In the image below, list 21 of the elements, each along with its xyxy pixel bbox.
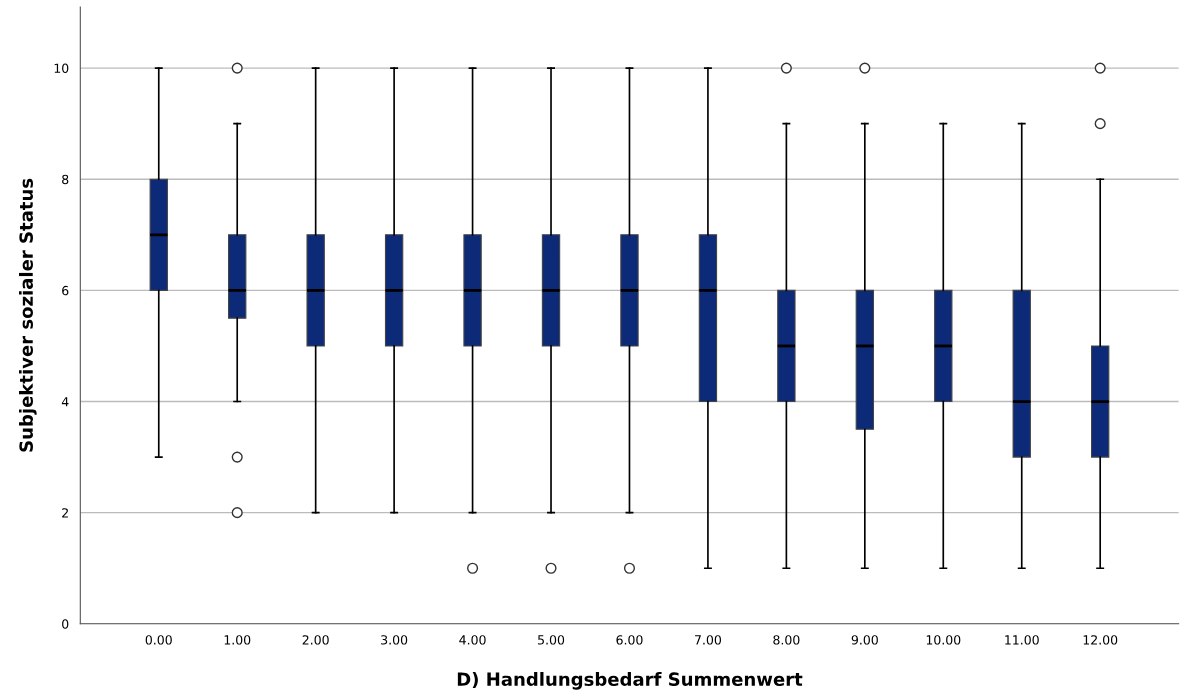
y-tick-label: 6 xyxy=(62,285,69,296)
x-tick-label: 9.00 xyxy=(851,635,878,645)
x-axis-title: D) Handlungsbedarf Summenwert xyxy=(457,672,803,690)
y-tick-label: 0 xyxy=(62,619,69,629)
x-tick-label: 7.00 xyxy=(695,635,722,645)
y-tick-label: 4 xyxy=(61,397,69,407)
x-tick-label: 5.00 xyxy=(538,635,565,645)
x-tick-label: 0.00 xyxy=(145,635,172,645)
x-tick-label: 11.00 xyxy=(1005,635,1039,645)
y-tick-label: 10 xyxy=(54,63,69,74)
x-tick-label: 6.00 xyxy=(616,635,643,645)
x-tick-label: 10.00 xyxy=(926,635,961,645)
x-tick-label: 3.00 xyxy=(381,635,408,645)
x-tick-label: 1.00 xyxy=(224,635,251,645)
x-tick-label: 2.00 xyxy=(302,635,329,645)
x-tick-label: 12.00 xyxy=(1083,635,1118,645)
y-tick-label: 8 xyxy=(62,174,69,185)
x-tick-label: 4.00 xyxy=(459,635,486,645)
x-tick-label: 8.00 xyxy=(773,635,800,645)
y-axis-title: Subjektiver sozialer Status xyxy=(19,178,37,452)
y-tick-label: 2 xyxy=(62,508,68,518)
